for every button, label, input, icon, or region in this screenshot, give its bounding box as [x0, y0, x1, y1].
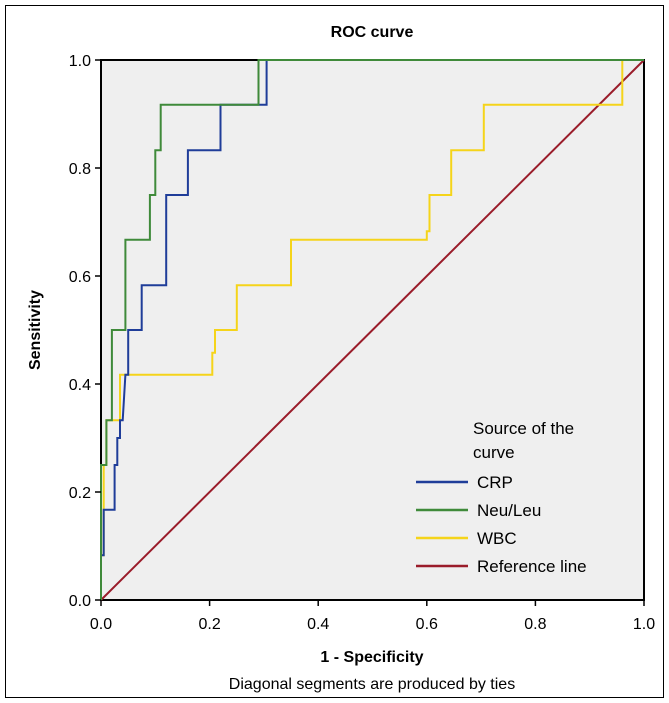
x-tick-label: 0.0: [90, 616, 112, 633]
series-layer: [100, 59, 645, 601]
y-tick-label: 1.0: [69, 53, 91, 70]
series-crp-line: [100, 59, 644, 600]
y-tick-label: 0.2: [69, 485, 91, 502]
chart-title: ROC curve: [331, 24, 414, 41]
x-axis-title: 1 - Specificity: [320, 649, 423, 666]
x-tick-label: 0.6: [416, 616, 438, 633]
x-tick-label: 1.0: [633, 616, 655, 633]
legend-label: Reference line: [477, 557, 587, 576]
y-axis-title: Sensitivity: [27, 290, 44, 370]
series-reference-line-line: [100, 59, 645, 601]
series-neu-leu-line: [100, 59, 644, 600]
legend-label: CRP: [477, 473, 513, 492]
legend: Source of the curve CRP Neu/Leu WBC Referen…: [416, 419, 587, 576]
legend-label: Neu/Leu: [477, 501, 541, 520]
legend-items: CRP Neu/Leu WBC Reference line: [416, 473, 587, 576]
y-tick-label: 0.4: [69, 377, 91, 394]
y-tick-label: 0.8: [69, 161, 91, 178]
axes-layer: 0.0 0.2 0.4 0.6 0.8 1.0 0.0 0.2 0.4 0.6 0.8 1.0: [69, 53, 655, 633]
y-tick-label: 0.6: [69, 269, 91, 286]
x-tick-label: 0.8: [524, 616, 546, 633]
legend-label: WBC: [477, 529, 517, 548]
x-tick-label: 0.2: [198, 616, 220, 633]
legend-title-line2: curve: [473, 443, 515, 462]
x-tick-label: 0.4: [307, 616, 329, 633]
footnote: Diagonal segments are produced by ties: [229, 676, 515, 693]
legend-title: Source of the: [473, 419, 574, 438]
y-tick-label: 0.0: [69, 593, 91, 610]
